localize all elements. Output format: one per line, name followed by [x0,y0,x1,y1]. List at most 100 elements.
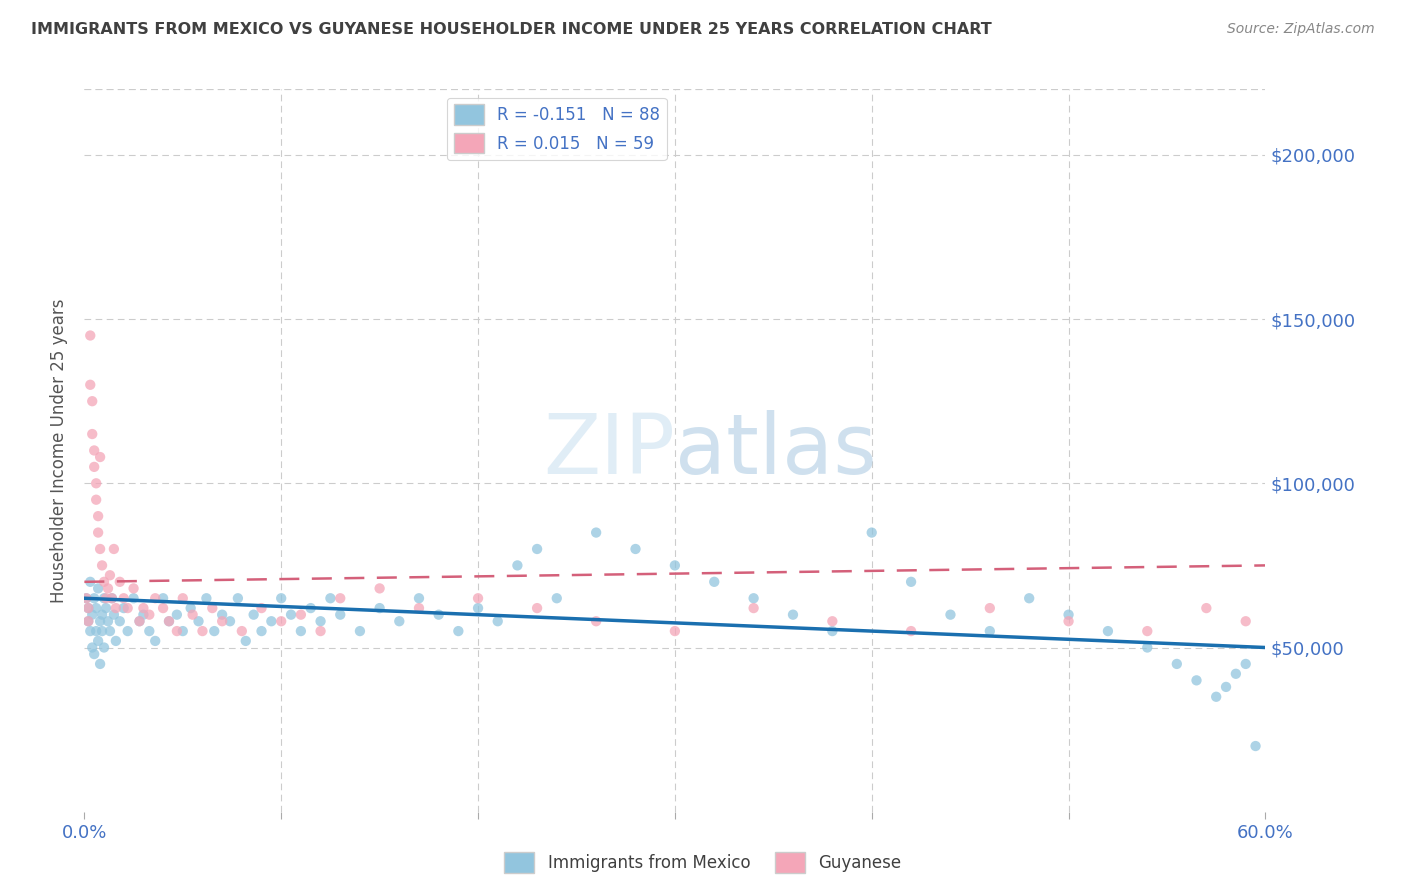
Point [91,624,114,639]
Point [309,614,332,628]
Point [368,601,391,615]
Y-axis label: Householder Income Under 25 years: Householder Income Under 25 years [51,298,69,603]
Point [191,624,214,639]
Point [97,582,120,596]
Point [526,601,548,615]
Point [900,574,922,589]
Legend: R = -0.151   N = 88, R = 0.015   N = 59: R = -0.151 N = 88, R = 0.015 N = 59 [447,97,666,160]
Point [84,476,107,491]
Point [250,601,273,615]
Point [87,634,110,648]
Point [89,541,111,556]
Point [280,607,302,622]
Point [128,614,150,628]
Point [94,601,117,615]
Point [219,614,242,628]
Point [1057,614,1080,628]
Point [939,607,962,622]
Point [408,591,430,606]
Point [122,582,145,596]
Point [742,601,765,615]
Point [979,601,1001,615]
Point [91,558,114,573]
Point [467,591,489,606]
Point [585,614,607,628]
Point [98,624,121,639]
Point [128,614,150,628]
Point [91,607,114,622]
Point [93,574,115,589]
Point [187,614,209,628]
Point [388,614,411,628]
Point [83,443,105,458]
Point [84,492,107,507]
Point [546,591,568,606]
Point [132,601,155,615]
Text: ZIP: ZIP [543,410,675,491]
Point [87,509,110,524]
Point [93,640,115,655]
Point [1244,739,1267,753]
Point [138,624,160,639]
Point [112,591,135,606]
Point [83,459,105,474]
Point [79,624,101,639]
Point [181,607,204,622]
Point [226,591,249,606]
Point [108,614,131,628]
Point [900,624,922,639]
Point [157,614,180,628]
Point [1195,601,1218,615]
Point [486,614,509,628]
Point [172,591,194,606]
Point [77,614,100,628]
Point [103,541,125,556]
Point [742,591,765,606]
Point [1136,624,1159,639]
Point [299,601,322,615]
Point [703,574,725,589]
Point [250,624,273,639]
Point [108,574,131,589]
Point [1234,657,1257,671]
Point [782,607,804,622]
Text: IMMIGRANTS FROM MEXICO VS GUYANESE HOUSEHOLDER INCOME UNDER 25 YEARS CORRELATION: IMMIGRANTS FROM MEXICO VS GUYANESE HOUSE… [31,22,991,37]
Point [83,647,105,661]
Point [84,624,107,639]
Text: Source: ZipAtlas.com: Source: ZipAtlas.com [1227,22,1375,37]
Point [101,591,124,606]
Point [103,607,125,622]
Point [860,525,883,540]
Point [94,591,117,606]
Point [87,525,110,540]
Point [1057,607,1080,622]
Text: atlas: atlas [675,410,876,491]
Point [97,614,120,628]
Point [152,601,174,615]
Point [79,574,101,589]
Point [117,624,139,639]
Point [166,624,188,639]
Point [195,591,218,606]
Point [1215,680,1237,694]
Point [231,624,253,639]
Point [1166,657,1188,671]
Point [290,607,312,622]
Point [309,624,332,639]
Point [408,601,430,615]
Point [89,657,111,671]
Point [138,607,160,622]
Point [82,640,104,655]
Point [270,614,292,628]
Point [319,591,342,606]
Point [1234,614,1257,628]
Point [624,541,647,556]
Point [157,614,180,628]
Point [368,582,391,596]
Legend: Immigrants from Mexico, Guyanese: Immigrants from Mexico, Guyanese [498,846,908,880]
Point [104,634,127,648]
Point [467,601,489,615]
Point [664,558,686,573]
Point [87,582,110,596]
Point [84,601,107,615]
